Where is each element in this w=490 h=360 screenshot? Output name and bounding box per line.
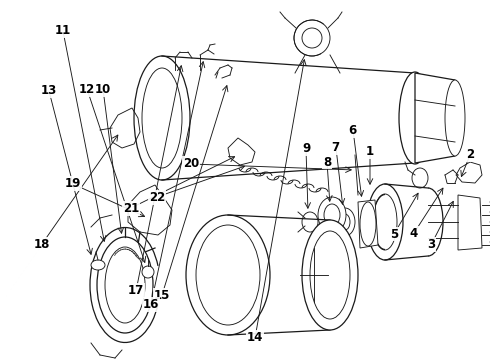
Text: 10: 10 <box>95 83 111 96</box>
Text: 16: 16 <box>143 298 159 311</box>
Polygon shape <box>458 195 482 250</box>
Text: 2: 2 <box>466 148 474 161</box>
Text: 4: 4 <box>410 227 418 240</box>
Ellipse shape <box>367 184 403 260</box>
Text: 12: 12 <box>79 83 96 96</box>
Ellipse shape <box>142 266 154 278</box>
Ellipse shape <box>445 80 465 156</box>
Ellipse shape <box>97 237 153 333</box>
Text: 9: 9 <box>302 142 310 155</box>
Polygon shape <box>415 73 455 163</box>
Text: 19: 19 <box>64 177 81 190</box>
Text: 13: 13 <box>41 84 57 97</box>
Text: 17: 17 <box>128 284 145 297</box>
Text: 6: 6 <box>349 124 357 137</box>
Text: 21: 21 <box>123 202 140 215</box>
Text: 8: 8 <box>323 156 331 168</box>
Text: 15: 15 <box>153 289 170 302</box>
Text: 7: 7 <box>332 141 340 154</box>
Ellipse shape <box>294 20 330 56</box>
Text: 22: 22 <box>148 191 165 204</box>
Ellipse shape <box>186 215 270 335</box>
Ellipse shape <box>302 220 358 330</box>
Text: 18: 18 <box>33 238 50 251</box>
Text: 5: 5 <box>391 228 398 240</box>
Ellipse shape <box>134 56 190 180</box>
Ellipse shape <box>302 212 318 232</box>
Polygon shape <box>358 200 378 248</box>
Text: 3: 3 <box>427 238 435 251</box>
Text: 14: 14 <box>246 331 263 344</box>
Ellipse shape <box>318 197 346 233</box>
Text: 11: 11 <box>54 24 71 37</box>
Text: 1: 1 <box>366 145 374 158</box>
Ellipse shape <box>399 72 431 164</box>
Ellipse shape <box>335 208 355 236</box>
Ellipse shape <box>91 260 105 270</box>
Text: 20: 20 <box>183 157 199 170</box>
